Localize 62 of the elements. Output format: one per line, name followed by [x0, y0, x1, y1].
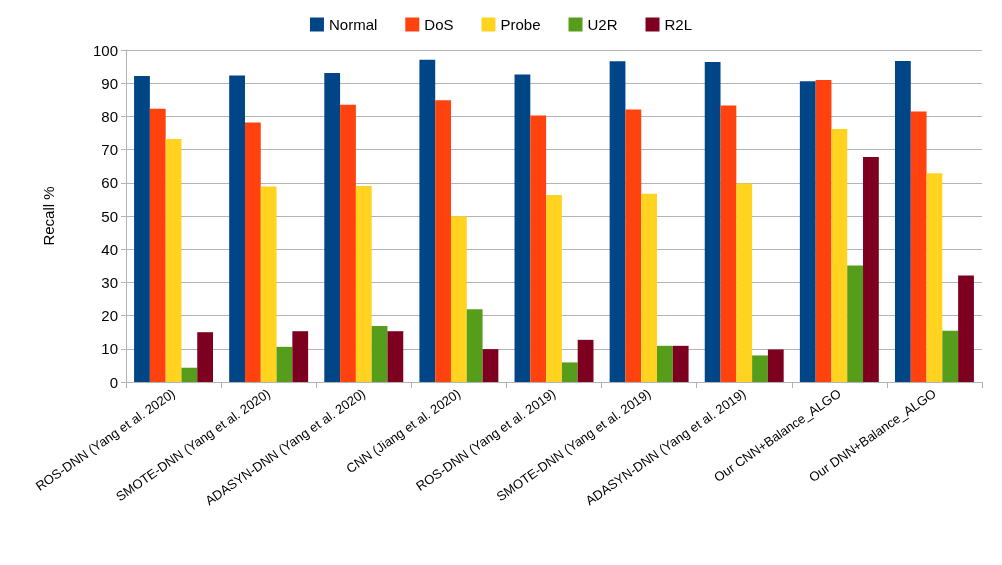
- y-tick-label: 40: [101, 240, 118, 258]
- bar: [910, 111, 927, 382]
- bar: [609, 61, 626, 382]
- bar: [244, 122, 261, 382]
- legend-label: R2L: [664, 16, 693, 33]
- bar: [419, 59, 436, 382]
- legend-label: U2R: [587, 16, 618, 33]
- bar: [704, 61, 721, 382]
- bar: [672, 345, 689, 382]
- bar: [657, 345, 673, 382]
- y-tick-label: 70: [101, 141, 118, 159]
- bar: [847, 265, 864, 382]
- bar: [815, 79, 832, 382]
- bar: [292, 331, 309, 382]
- bar: [149, 108, 166, 382]
- bar: [894, 60, 911, 382]
- y-axis-title: Recall %: [40, 186, 57, 246]
- bar: [482, 349, 499, 382]
- bar: [752, 355, 768, 382]
- bar: [926, 173, 943, 382]
- bar: [514, 74, 531, 382]
- y-tick-label: 0: [109, 373, 118, 391]
- bar: [229, 75, 245, 382]
- bar: [134, 75, 150, 382]
- y-tick-label: 30: [101, 273, 118, 291]
- bar: [435, 100, 451, 382]
- legend-label: DoS: [424, 16, 454, 33]
- y-tick-label: 80: [101, 107, 118, 125]
- bar: [577, 339, 594, 382]
- y-tick-label: 60: [101, 174, 118, 192]
- bar: [371, 325, 388, 382]
- bar: [561, 362, 578, 382]
- bar: [641, 193, 658, 382]
- bar: [165, 138, 182, 382]
- bar: [736, 183, 753, 382]
- bar: [546, 195, 562, 382]
- legend-label: Probe: [500, 16, 541, 33]
- bar: [197, 332, 214, 382]
- bar: [181, 367, 198, 382]
- bar: [942, 330, 959, 382]
- bar: [530, 115, 547, 382]
- y-tick-label: 50: [101, 207, 118, 225]
- bar: [260, 186, 277, 382]
- y-tick-label: 10: [101, 340, 118, 358]
- bar: [720, 105, 737, 382]
- bar: [799, 81, 816, 382]
- bar: [831, 129, 848, 382]
- bar: [355, 186, 372, 382]
- y-tick-label: 100: [92, 41, 118, 59]
- bar: [958, 275, 974, 382]
- bar: [276, 346, 293, 382]
- bar: [450, 216, 467, 382]
- bar: [863, 156, 879, 382]
- bar: [340, 104, 356, 382]
- bar: [387, 331, 404, 382]
- y-tick-label: 90: [101, 74, 118, 92]
- bar: [466, 309, 483, 382]
- bar: [324, 72, 341, 382]
- legend-label: Normal: [328, 16, 378, 33]
- y-tick-label: 20: [101, 307, 118, 325]
- bar: [625, 109, 642, 382]
- bar: [767, 349, 784, 382]
